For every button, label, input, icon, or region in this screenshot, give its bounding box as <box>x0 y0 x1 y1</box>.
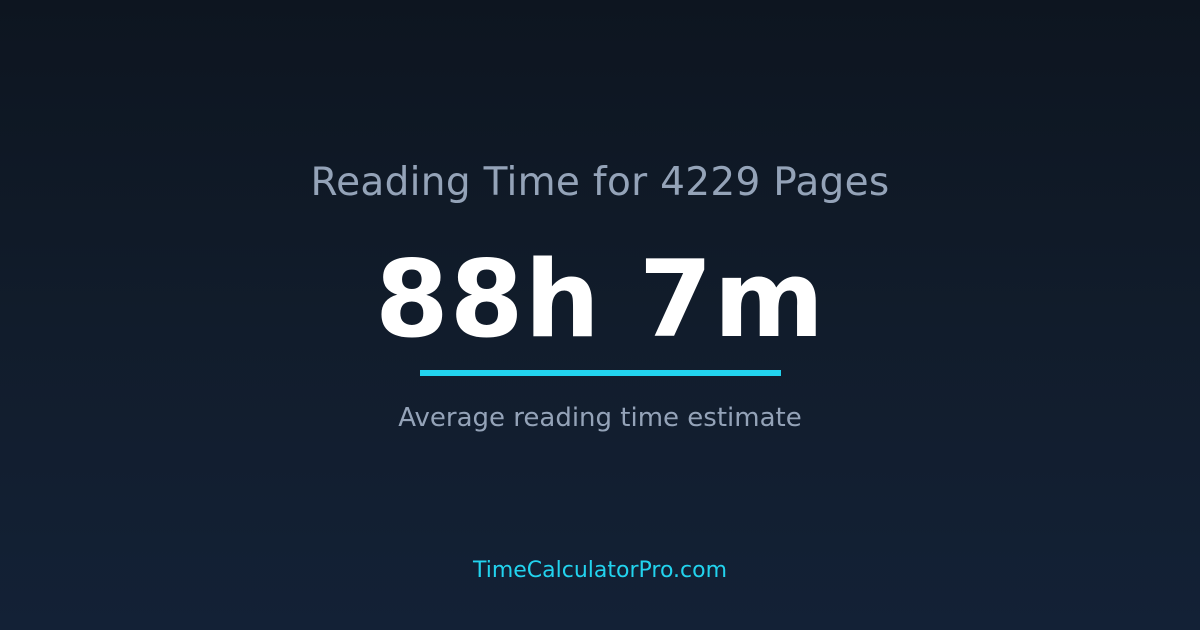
reading-time-result: 88h 7m <box>374 238 826 361</box>
subtitle: Average reading time estimate <box>398 403 802 433</box>
page-title: Reading Time for 4229 Pages <box>310 160 890 205</box>
accent-underline <box>420 370 781 376</box>
site-link[interactable]: TimeCalculatorPro.com <box>472 558 728 583</box>
